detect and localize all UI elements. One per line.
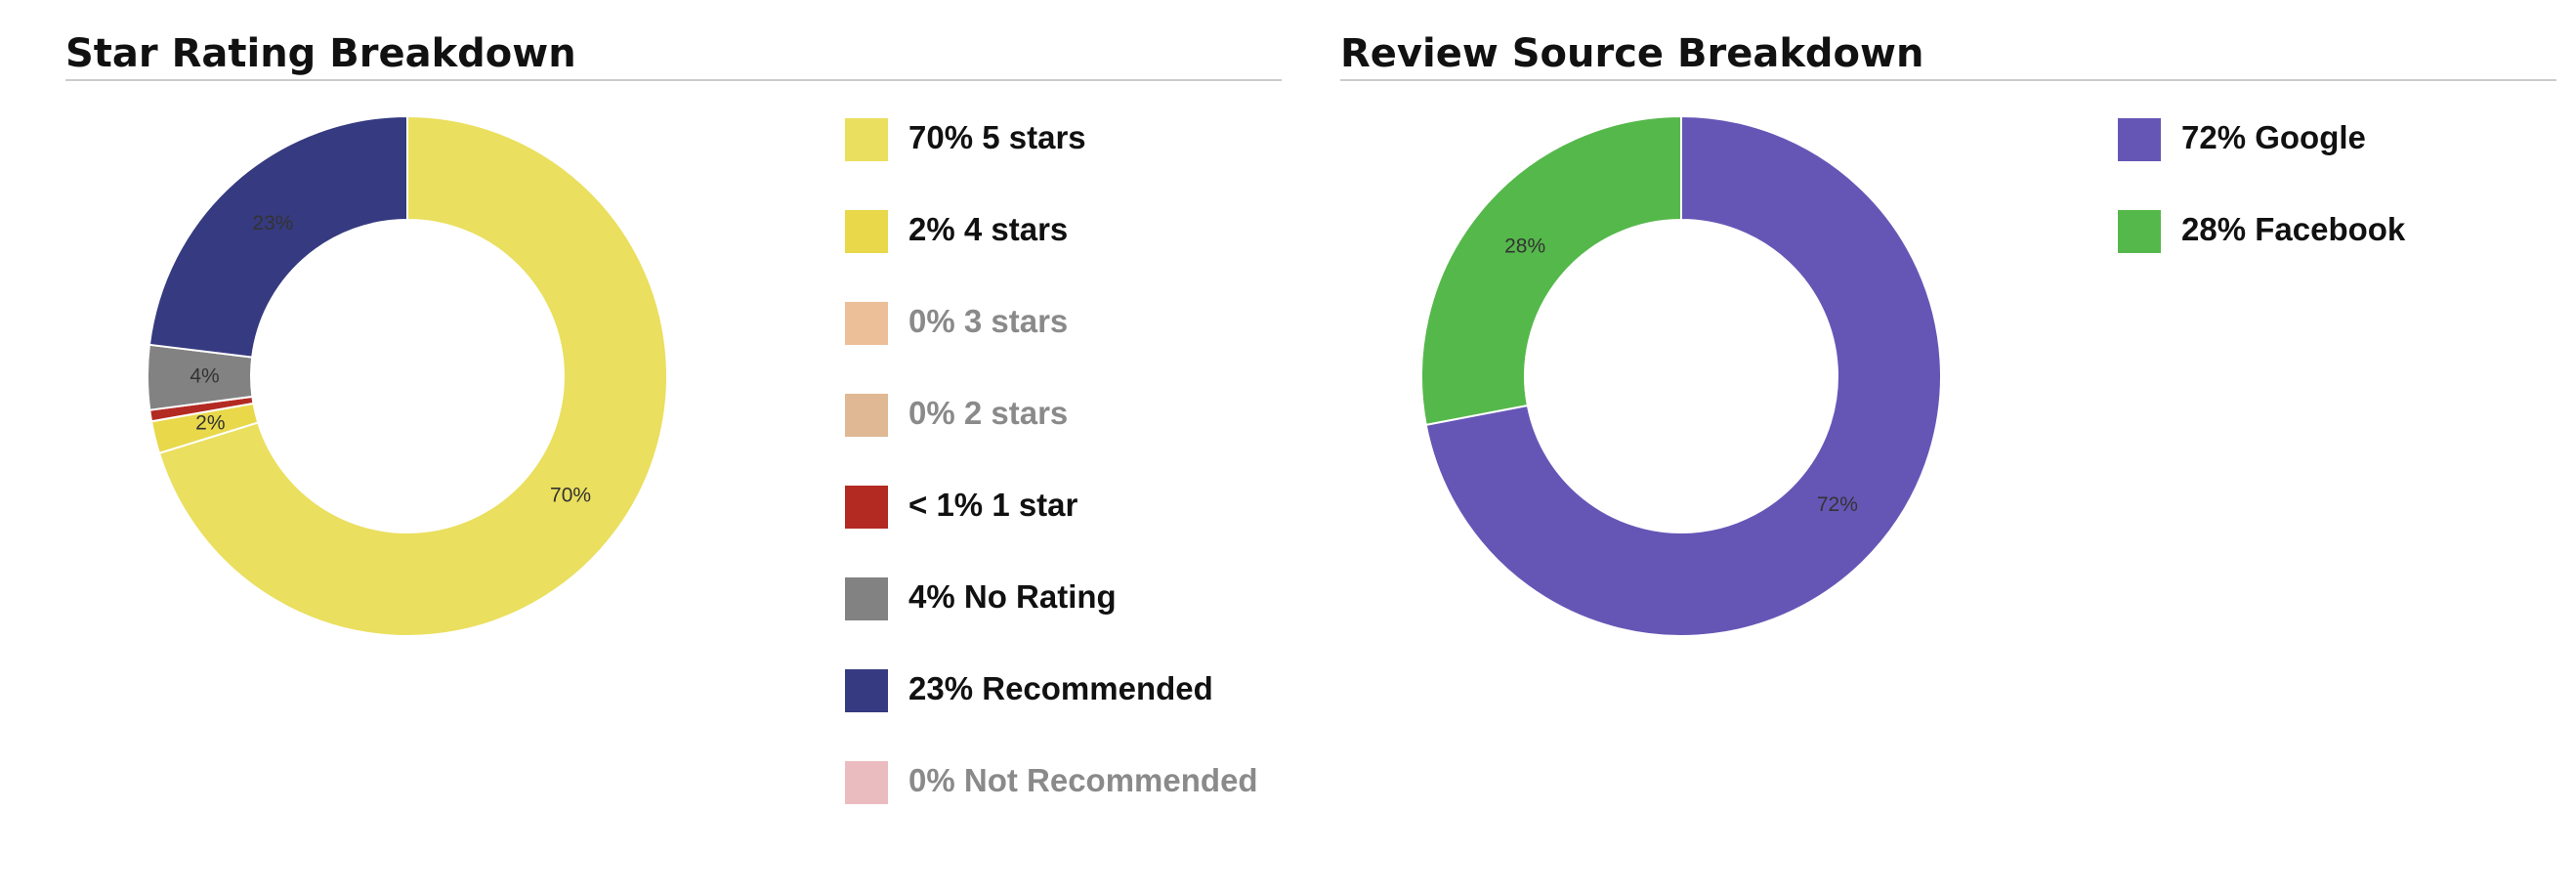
legend-swatch	[845, 761, 888, 804]
legend-swatch	[845, 210, 888, 253]
chart-title: Review Source Breakdown	[1340, 31, 1923, 76]
legend-label: 5 stars	[982, 119, 1085, 155]
slice	[157, 114, 668, 637]
legend-swatch	[845, 394, 888, 437]
legend-label: Facebook	[2255, 211, 2406, 247]
legend-entry: 2% 4 stars	[908, 211, 1068, 247]
legend-label: No Rating	[964, 578, 1117, 615]
slice-label: 28%	[1504, 234, 1545, 257]
legend-value: 70%	[908, 119, 973, 155]
slice-label: 4%	[190, 365, 219, 388]
legend-label: Not Recommended	[964, 762, 1258, 798]
legend-value: 4%	[908, 578, 955, 615]
legend-value: 2%	[908, 211, 955, 247]
legend-swatch	[845, 577, 888, 620]
slice-label: 72%	[1817, 493, 1858, 516]
legend-entry: 0% Not Recommended	[908, 762, 1258, 798]
legend-label: 1 star	[992, 487, 1077, 523]
legend-entry: 23% Recommended	[908, 670, 1213, 706]
legend-label: Recommended	[982, 670, 1213, 706]
legend-label: 3 stars	[964, 303, 1068, 339]
legend-swatch	[845, 669, 888, 712]
legend-value: 72%	[2181, 119, 2246, 155]
legend-entry: 4% No Rating	[908, 578, 1117, 615]
slice	[1424, 114, 1942, 637]
slice-label: 70%	[550, 485, 591, 507]
legend-value: 0%	[908, 395, 955, 431]
legend-swatch	[845, 302, 888, 345]
legend-entry: < 1% 1 star	[908, 487, 1078, 523]
chart-title: Star Rating Breakdown	[65, 31, 576, 76]
legend-swatch	[2118, 118, 2161, 161]
legend-swatch	[845, 118, 888, 161]
legend-entry: 70% 5 stars	[908, 119, 1086, 155]
legend-entry: 28% Facebook	[2181, 211, 2406, 247]
legend-value: 23%	[908, 670, 973, 706]
legend-entry: 0% 3 stars	[908, 303, 1068, 339]
slice	[148, 114, 408, 359]
legend-label: 2 stars	[964, 395, 1068, 431]
slice	[1420, 114, 1682, 427]
legend-entry: 0% 2 stars	[908, 395, 1068, 431]
legend-value: < 1%	[908, 487, 983, 523]
slice-label: 2%	[195, 411, 225, 434]
legend-swatch	[845, 486, 888, 529]
legend-value: 28%	[2181, 211, 2246, 247]
legend-label: 4 stars	[964, 211, 1068, 247]
legend-label: Google	[2255, 119, 2366, 155]
slice-label: 23%	[252, 212, 293, 234]
legend-value: 0%	[908, 303, 955, 339]
legend-entry: 72% Google	[2181, 119, 2366, 155]
legend-value: 0%	[908, 762, 955, 798]
legend-swatch	[2118, 210, 2161, 253]
